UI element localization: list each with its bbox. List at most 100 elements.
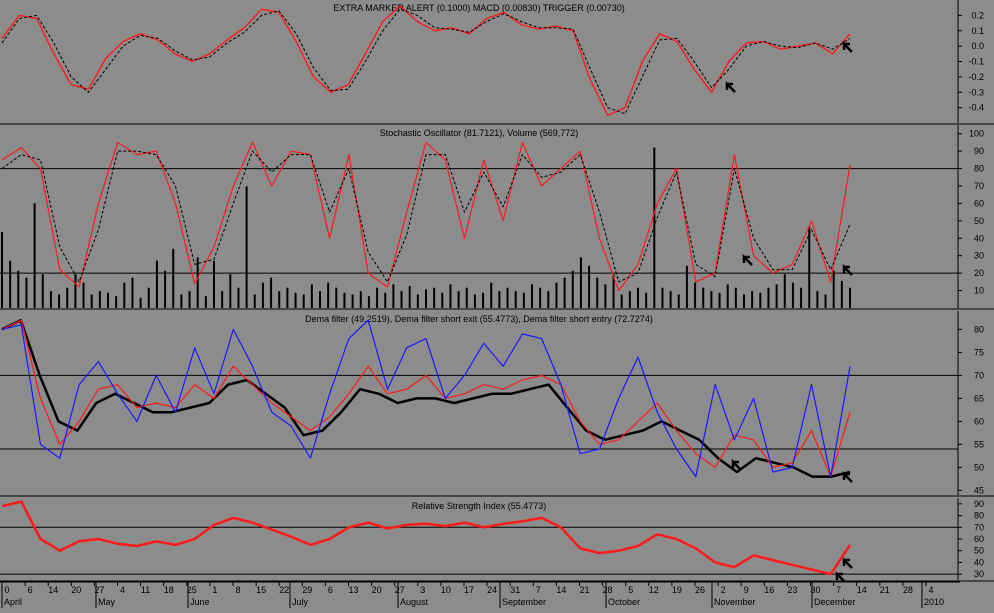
y-tick-label: 70 [974, 522, 984, 532]
month-label: September [502, 597, 546, 607]
y-tick-label: 50 [974, 216, 984, 226]
y-tick-label: -0.1 [968, 57, 984, 67]
x-tick-label: 15 [256, 585, 266, 595]
signal-arrow [842, 263, 853, 276]
x-tick-label: 4 [120, 585, 125, 595]
x-tick-label: 3 [420, 585, 425, 595]
panel-title: Stochastic Oscillator (81.7121), Volume … [380, 128, 579, 138]
month-label: August [400, 597, 429, 607]
y-tick-label: 80 [974, 511, 984, 521]
y-tick-label: 60 [974, 534, 984, 544]
y-tick-label: 80 [974, 324, 984, 334]
y-tick-label: 60 [974, 416, 984, 426]
x-tick-label: 28 [603, 585, 613, 595]
x-tick-label: 13 [348, 585, 358, 595]
x-tick-label: 7 [536, 585, 541, 595]
x-tick-label: 14 [48, 585, 58, 595]
x-tick-label: 8 [235, 585, 240, 595]
series-line [1, 319, 851, 478]
series-line [1, 318, 851, 478]
y-tick-label: 50 [974, 546, 984, 556]
x-tick-label: 12 [649, 585, 659, 595]
series-line [1, 141, 851, 292]
signal-arrow [742, 253, 753, 266]
month-label: July [292, 597, 309, 607]
month-label: December [814, 597, 856, 607]
series-line [1, 500, 852, 576]
y-tick-label: 30 [974, 569, 984, 579]
series-line [1, 8, 851, 115]
x-tick-label: 18 [164, 585, 174, 595]
x-tick-label: 22 [279, 585, 289, 595]
y-tick-label: -0.4 [968, 103, 984, 113]
panel-1: EXTRA MARKER ALERT (0.1000) MACD (0.0083… [0, 0, 994, 125]
x-tick-label: 27 [94, 585, 104, 595]
x-tick-label: 10 [441, 585, 451, 595]
x-tick-label: 6 [28, 585, 33, 595]
signal-arrow [731, 458, 742, 471]
x-tick-label: 27 [395, 585, 405, 595]
x-tick-label: 1 [212, 585, 217, 595]
panel-title: Relative Strength Index (55.4773) [412, 501, 547, 511]
y-tick-label: -0.2 [968, 72, 984, 82]
y-tick-label: 40 [974, 557, 984, 567]
y-tick-label: 30 [974, 251, 984, 261]
panel-title: Dema filter (49.2519), Dema filter short… [305, 314, 653, 324]
y-tick-label: 65 [974, 393, 984, 403]
x-tick-label: 7 [836, 585, 841, 595]
x-axis-background [0, 582, 994, 608]
y-tick-label: 90 [974, 146, 984, 156]
panel-background [0, 498, 994, 580]
y-tick-label: 20 [974, 268, 984, 278]
y-tick-label: 75 [974, 347, 984, 357]
y-tick-label: 0.2 [971, 10, 984, 20]
panel-2: Stochastic Oscillator (81.7121), Volume … [0, 125, 994, 310]
y-tick-label: 100 [969, 129, 984, 139]
x-tick-label: 14 [556, 585, 566, 595]
x-tick-label: 9 [744, 585, 749, 595]
month-label: 2010 [924, 597, 944, 607]
month-label: April [4, 597, 22, 607]
y-tick-label: 60 [974, 198, 984, 208]
signal-arrow [842, 470, 853, 483]
series-line [1, 5, 851, 117]
panel-background [0, 311, 994, 495]
x-tick-label: 0 [4, 585, 9, 595]
x-tick-label: 21 [579, 585, 589, 595]
x-tick-label: 23 [787, 585, 797, 595]
y-tick-label: 0.0 [971, 41, 984, 51]
y-tick-label: 45 [974, 485, 984, 495]
month-label: November [714, 597, 756, 607]
month-label: October [608, 597, 640, 607]
signal-arrow [842, 556, 853, 569]
x-tick-label: 28 [903, 585, 913, 595]
y-tick-label: 70 [974, 370, 984, 380]
y-tick-label: 70 [974, 181, 984, 191]
y-tick-label: 55 [974, 439, 984, 449]
panel-title: EXTRA MARKER ALERT (0.1000) MACD (0.0083… [333, 3, 625, 13]
x-tick-label: 25 [187, 585, 197, 595]
x-tick-label: 2 [721, 585, 726, 595]
y-tick-label: 0.1 [971, 26, 984, 36]
panel-3: Dema filter (49.2519), Dema filter short… [0, 311, 994, 497]
x-tick-label: 24 [487, 585, 497, 595]
x-tick-label: 26 [695, 585, 705, 595]
signal-arrow [842, 40, 853, 53]
month-label: June [190, 597, 210, 607]
x-tick-label: 21 [880, 585, 890, 595]
x-tick-label: 19 [672, 585, 682, 595]
x-tick-label: 30 [810, 585, 820, 595]
signal-arrow [725, 80, 736, 93]
x-tick-label: 6 [328, 585, 333, 595]
y-tick-label: 80 [974, 164, 984, 174]
month-label: May [98, 597, 116, 607]
y-tick-label: 50 [974, 462, 984, 472]
y-tick-label: -0.3 [968, 87, 984, 97]
x-tick-label: 4 [928, 585, 933, 595]
x-tick-label: 20 [372, 585, 382, 595]
x-tick-label: 20 [71, 585, 81, 595]
x-tick-label: 14 [857, 585, 867, 595]
